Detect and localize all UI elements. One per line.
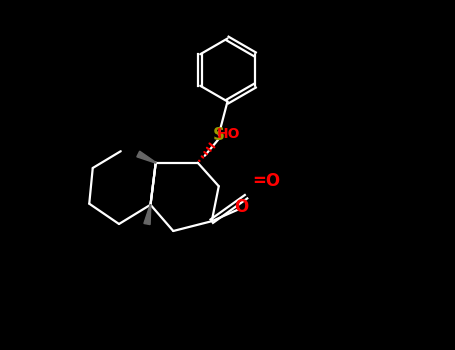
- Polygon shape: [137, 151, 156, 163]
- Text: =O: =O: [252, 172, 280, 190]
- Text: S: S: [213, 126, 225, 144]
- Polygon shape: [144, 205, 151, 225]
- Text: HO: HO: [216, 127, 240, 141]
- Text: O: O: [234, 198, 248, 216]
